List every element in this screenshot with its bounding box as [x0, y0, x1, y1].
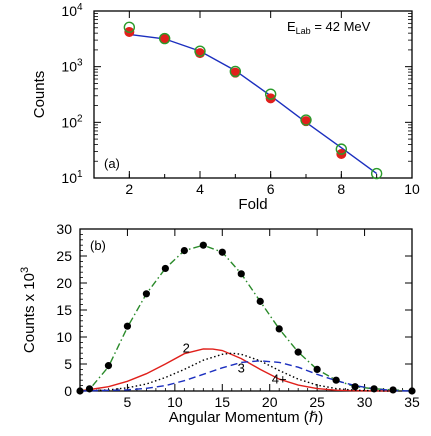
panel-a-chart: 2 4 6 8 10 101 102 103 104 Fold Counts (a) ELab = 42…: [31, 2, 420, 213]
y-tick-label-b: 5: [64, 356, 72, 372]
energy-annotation: ELab = 42 MeV: [287, 19, 371, 36]
y-tick-label-a: 102: [61, 113, 83, 130]
data-point-red: [159, 33, 170, 44]
data-point-black: [332, 376, 340, 384]
panel-a-frame: [93, 10, 413, 179]
panel-b-frame: [79, 228, 413, 392]
data-point-black: [408, 387, 416, 395]
data-point-green-open: [194, 45, 206, 57]
data-point-black: [104, 362, 113, 370]
y-tick-label-b: 20: [56, 275, 72, 291]
fold-label: 2: [183, 341, 190, 356]
y-tick-label-b: 30: [56, 221, 72, 237]
x-tick-label-b: 30: [357, 394, 373, 410]
x-axis-label-b: Angular Momentum (ℏ): [169, 409, 324, 426]
x-tick-label-a: 8: [337, 181, 345, 197]
x-tick-label-b: 10: [167, 394, 183, 410]
y-tick-label-b: 0: [64, 383, 72, 399]
y-tick-label-a: 104: [61, 2, 83, 19]
y-tick-label-a: 103: [61, 58, 83, 75]
y-axis-label-b: Counts x 103: [19, 267, 38, 353]
x-tick-label-b: 15: [214, 394, 230, 410]
y-tick-label-b: 15: [56, 302, 72, 318]
x-tick-label-b: 20: [262, 394, 278, 410]
data-point-red: [265, 93, 276, 104]
curve-dashed: [79, 360, 413, 392]
panel-label-a: (a): [104, 156, 120, 171]
data-point-green-open: [300, 114, 312, 126]
y-axis-label-a: Counts: [31, 71, 48, 119]
data-point-green-open: [370, 167, 383, 180]
curve-solid: [79, 348, 394, 392]
x-tick-label-b: 5: [124, 394, 132, 410]
data-point-black: [370, 385, 378, 393]
x-tick-label-b: 35: [404, 394, 420, 410]
x-tick-label-a: 4: [196, 181, 204, 197]
data-point-black: [275, 325, 283, 333]
data-point-black: [313, 365, 321, 373]
data-point-black: [180, 247, 188, 255]
panel-b-chart: 5 10 15 20 25 30 35 0 5 10 15 20 25 30 Angular Momentu…: [19, 221, 420, 426]
data-point-black: [218, 248, 226, 256]
fit-line-a: [129, 33, 378, 175]
data-point-black: [142, 290, 150, 298]
data-point-black: [76, 387, 84, 395]
curve-dash-dot: [79, 244, 413, 392]
panel-label-b: (b): [90, 238, 106, 253]
data-point-green-open: [123, 21, 136, 33]
data-point-black: [123, 322, 132, 330]
data-point-green-open: [229, 65, 242, 78]
data-point-green-open: [335, 143, 348, 155]
fold-label: 4+: [272, 371, 287, 386]
y-tick-label-b: 10: [56, 329, 72, 345]
x-tick-label-a: 10: [404, 181, 420, 197]
fold-label: 3: [238, 361, 245, 376]
data-point-black: [389, 386, 397, 394]
x-tick-label-a: 6: [267, 181, 275, 197]
x-tick-label-b: 25: [309, 394, 325, 410]
y-tick-label-b: 25: [56, 248, 72, 264]
data-point-black: [237, 270, 245, 278]
data-point-black: [161, 264, 169, 273]
data-point-black: [294, 348, 302, 356]
data-point-black: [85, 385, 94, 393]
y-tick-label-a: 101: [61, 169, 83, 186]
x-tick-label-a: 2: [125, 181, 133, 197]
curve-dotted: [79, 352, 394, 392]
data-point-black: [199, 241, 207, 249]
data-point-green-open: [264, 88, 277, 100]
x-axis-label-a: Fold: [238, 196, 267, 213]
data-point-black: [256, 297, 264, 305]
data-point-black: [351, 383, 359, 391]
data-point-green-open: [158, 32, 171, 45]
